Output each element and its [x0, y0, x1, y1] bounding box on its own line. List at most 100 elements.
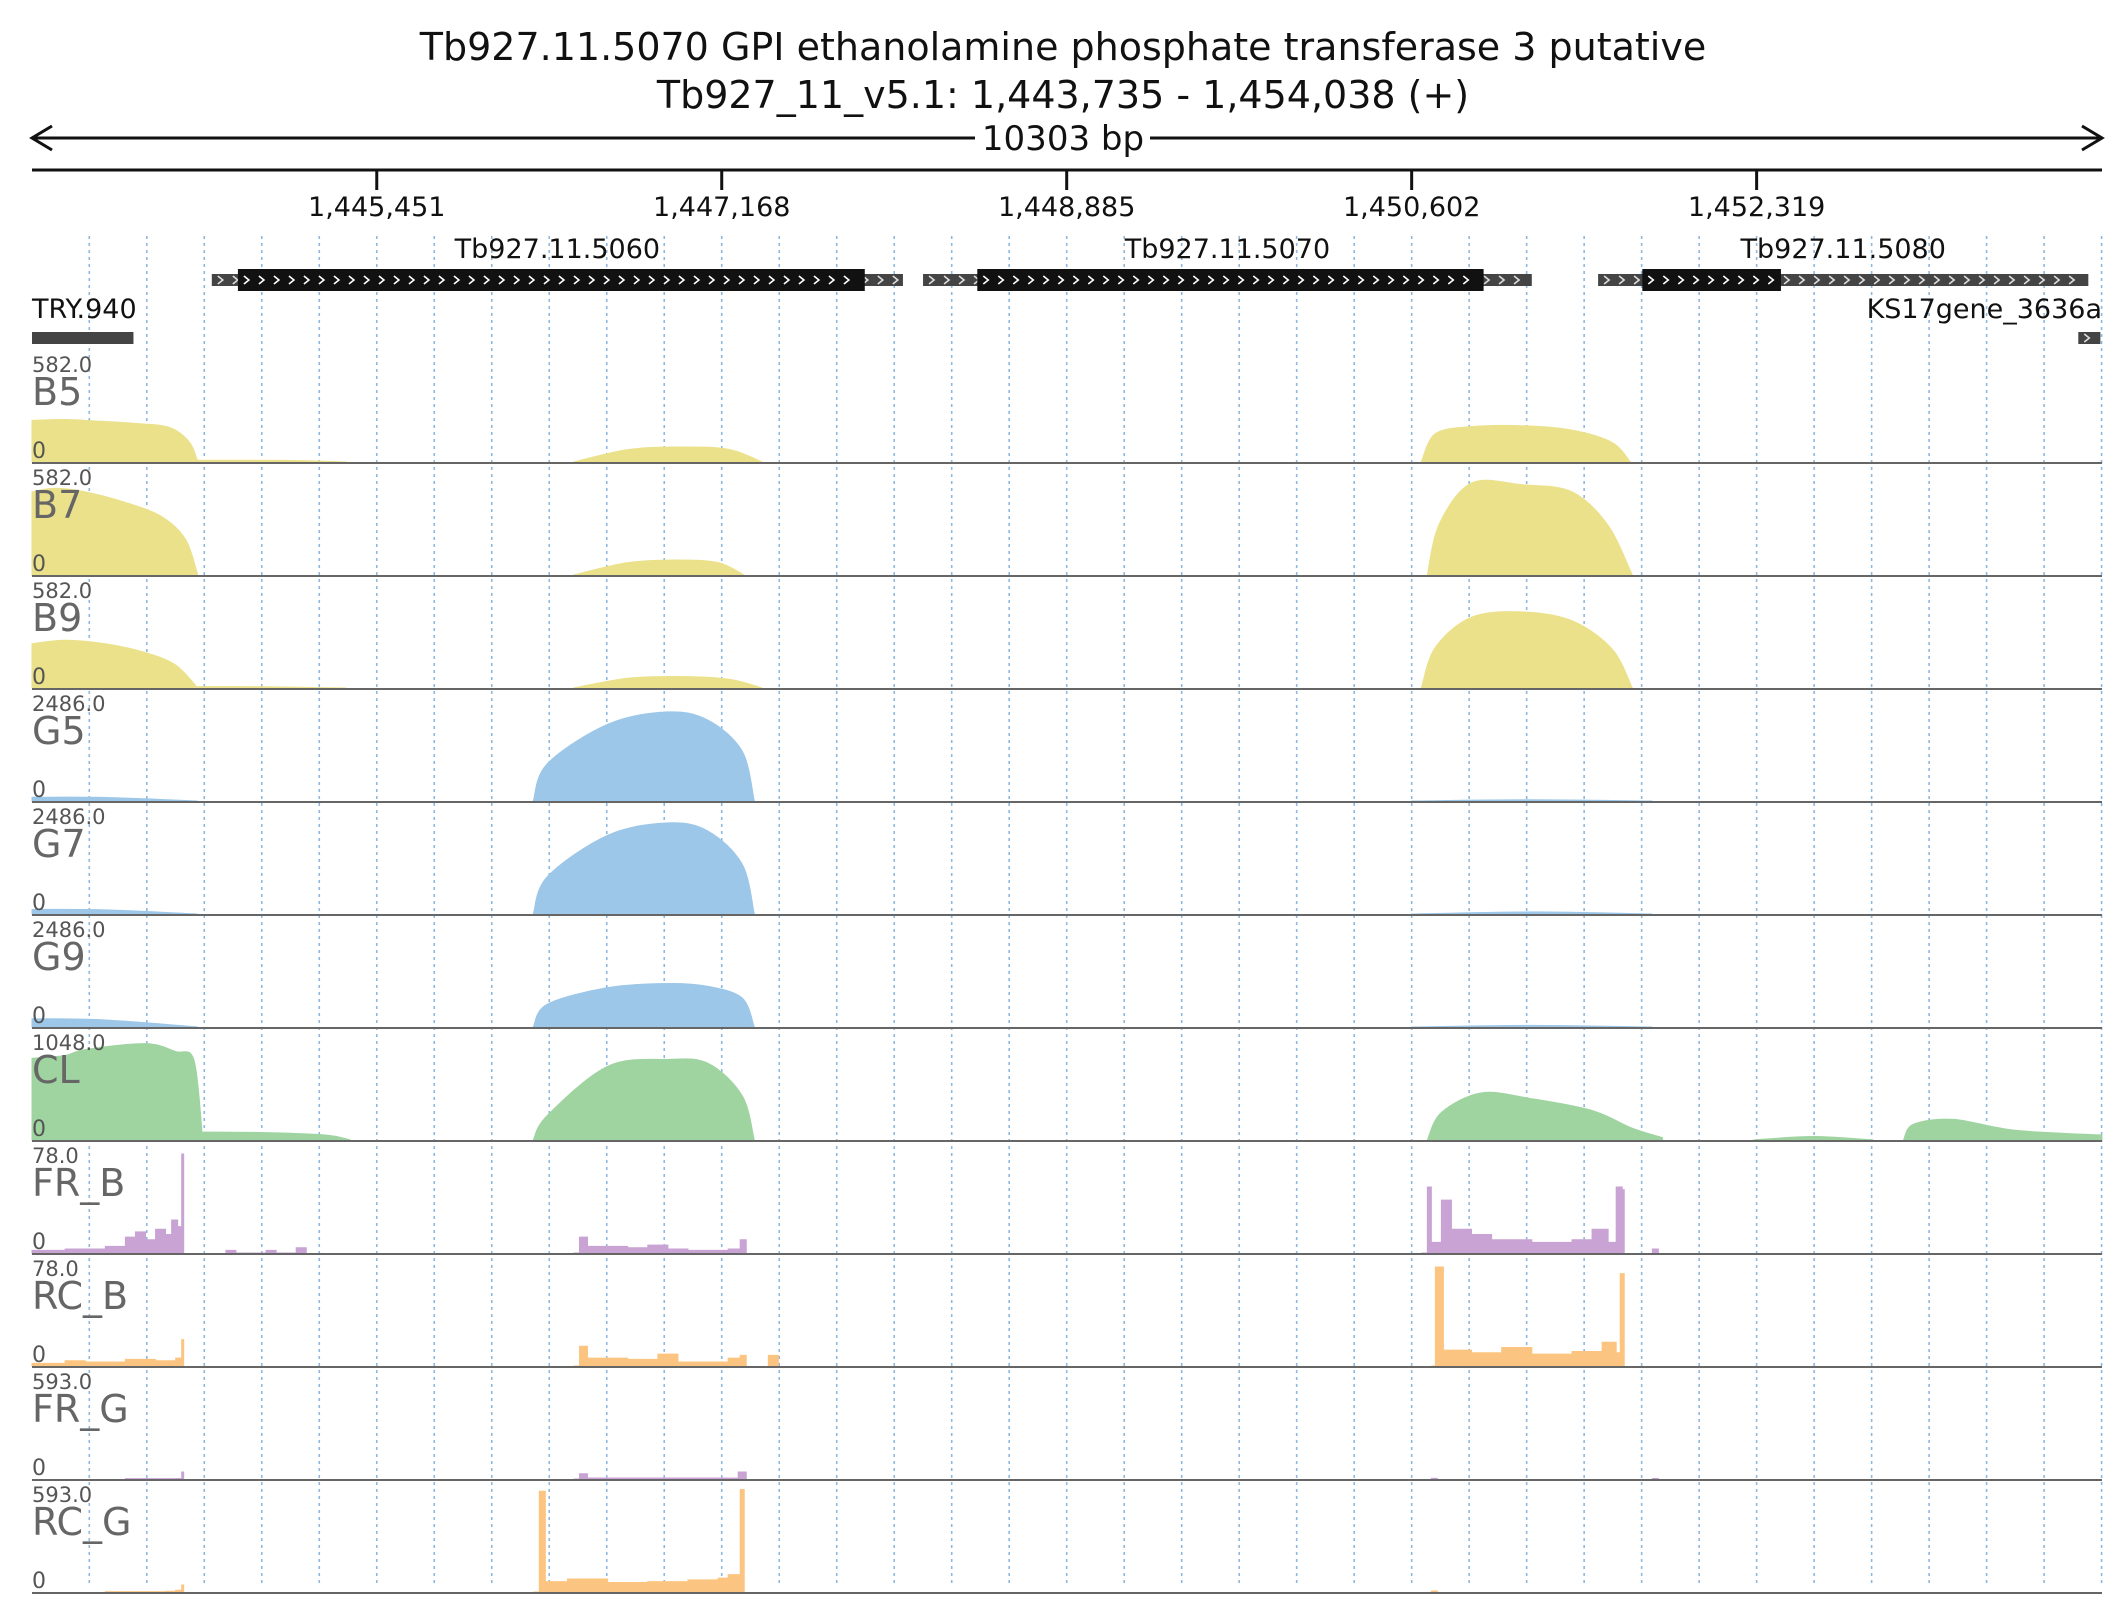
strand-chevron-icon	[693, 275, 701, 285]
strand-chevron-icon	[2008, 275, 2016, 285]
strand-chevron-icon	[982, 275, 990, 285]
track-zero-label: 0	[32, 1004, 46, 1029]
axis-tick-label: 1,448,885	[998, 192, 1135, 223]
strand-chevron-icon	[1662, 275, 1670, 285]
strand-chevron-icon	[1888, 275, 1896, 285]
track-name: G9	[32, 935, 86, 979]
coverage-area	[573, 1471, 747, 1480]
strand-chevron-icon	[1948, 275, 1956, 285]
coverage-area	[225, 1247, 307, 1254]
coverage-area	[1752, 1136, 1874, 1141]
strand-chevron-icon	[513, 275, 521, 285]
coverage-area	[197, 459, 347, 463]
coverage-area	[573, 1236, 747, 1254]
track-zero-label: 0	[32, 1230, 46, 1255]
strand-chevron-icon	[1252, 275, 1260, 285]
coverage-area	[31, 1153, 185, 1254]
strand-chevron-icon	[1933, 275, 1941, 285]
coverage-area	[31, 908, 198, 915]
track-name: RC_G	[32, 1500, 132, 1544]
track-name: FR_G	[32, 1387, 129, 1431]
strand-chevron-icon	[2053, 275, 2061, 285]
track-max-label: 78.0	[32, 1144, 79, 1168]
span-ruler: 10303 bp	[29, 119, 2105, 159]
coverage-track-fr-g: 593.0FR_G 0	[32, 1370, 2102, 1481]
strand-chevron-icon	[1752, 275, 1760, 285]
track-name: RC_B	[32, 1274, 128, 1318]
strand-chevron-icon	[1222, 275, 1230, 285]
strand-chevron-icon	[1843, 275, 1851, 285]
coverage-track-fr-b: 78.0FR_B 0	[31, 1144, 2102, 1255]
coverage-area	[1651, 1248, 1659, 1254]
strand-chevron-icon	[1737, 275, 1745, 285]
strand-chevron-icon	[303, 275, 311, 285]
strand-chevron-icon	[1873, 275, 1881, 285]
strand-chevron-icon	[1207, 275, 1215, 285]
strand-chevron-icon	[1498, 275, 1506, 285]
coverage-area	[532, 982, 756, 1028]
coverage-area	[31, 487, 199, 576]
track-max-label: 582.0	[32, 353, 92, 377]
coverage-area	[31, 1339, 185, 1367]
track-zero-label: 0	[32, 552, 46, 577]
track-max-label: 582.0	[32, 466, 92, 490]
strand-chevron-icon	[2023, 275, 2031, 285]
coverage-area	[31, 639, 199, 689]
strand-chevron-icon	[1027, 275, 1035, 285]
strand-chevron-icon	[753, 275, 761, 285]
strand-chevron-icon	[232, 275, 240, 285]
coverage-area	[1651, 1477, 1659, 1480]
strand-chevron-icon	[892, 275, 900, 285]
track-max-label: 2486.0	[32, 692, 105, 716]
coverage-track-rc-g: 593.0RC_G 0	[32, 1483, 2102, 1594]
strand-chevron-icon	[648, 275, 656, 285]
coverage-area	[1411, 799, 1653, 802]
strand-chevron-icon	[393, 275, 401, 285]
track-zero-label: 0	[32, 1569, 46, 1594]
strand-chevron-icon	[828, 275, 836, 285]
coverage-area	[124, 1471, 185, 1480]
coverage-area	[1421, 1186, 1625, 1254]
coverage-area	[532, 711, 755, 802]
span-length-label: 10303 bp	[982, 119, 1144, 159]
axis-tick-label: 1,447,168	[653, 192, 790, 223]
coverage-area	[1902, 1118, 2103, 1141]
strand-chevron-icon	[1312, 275, 1320, 285]
coverage-track-b7: 582.0B7 0	[31, 466, 2102, 577]
strand-chevron-icon	[1993, 275, 2001, 285]
coverage-area	[573, 1345, 747, 1367]
track-zero-label: 0	[32, 1117, 46, 1142]
strand-chevron-icon	[498, 275, 506, 285]
strand-chevron-icon	[1432, 275, 1440, 285]
strand-chevron-icon	[468, 275, 476, 285]
track-name: CL	[32, 1048, 80, 1092]
track-max-label: 2486.0	[32, 918, 105, 942]
coverage-area	[573, 446, 763, 463]
coverage-area	[1430, 1590, 1438, 1593]
strand-chevron-icon	[678, 275, 686, 285]
strand-chevron-icon	[997, 275, 1005, 285]
track-zero-label: 0	[32, 1456, 46, 1481]
strand-chevron-icon	[2083, 333, 2091, 343]
strand-chevron-icon	[1102, 275, 1110, 285]
track-max-label: 593.0	[32, 1483, 92, 1507]
strand-chevron-icon	[1483, 275, 1491, 285]
strand-chevron-icon	[1647, 275, 1655, 285]
strand-chevron-icon	[333, 275, 341, 285]
strand-chevron-icon	[438, 275, 446, 285]
coverage-area	[31, 1018, 198, 1028]
gene-label: Tb927.11.5080	[1740, 234, 1946, 265]
strand-chevron-icon	[378, 275, 386, 285]
track-name: B5	[32, 370, 82, 414]
strand-chevron-icon	[453, 275, 461, 285]
strand-chevron-icon	[1072, 275, 1080, 285]
strand-chevron-icon	[348, 275, 356, 285]
strand-chevron-icon	[408, 275, 416, 285]
strand-chevron-icon	[1633, 275, 1641, 285]
coverage-area	[573, 559, 745, 576]
coverage-area	[1420, 424, 1632, 463]
strand-chevron-icon	[1417, 275, 1425, 285]
coverage-area	[532, 822, 755, 915]
track-name: FR_B	[32, 1161, 125, 1205]
